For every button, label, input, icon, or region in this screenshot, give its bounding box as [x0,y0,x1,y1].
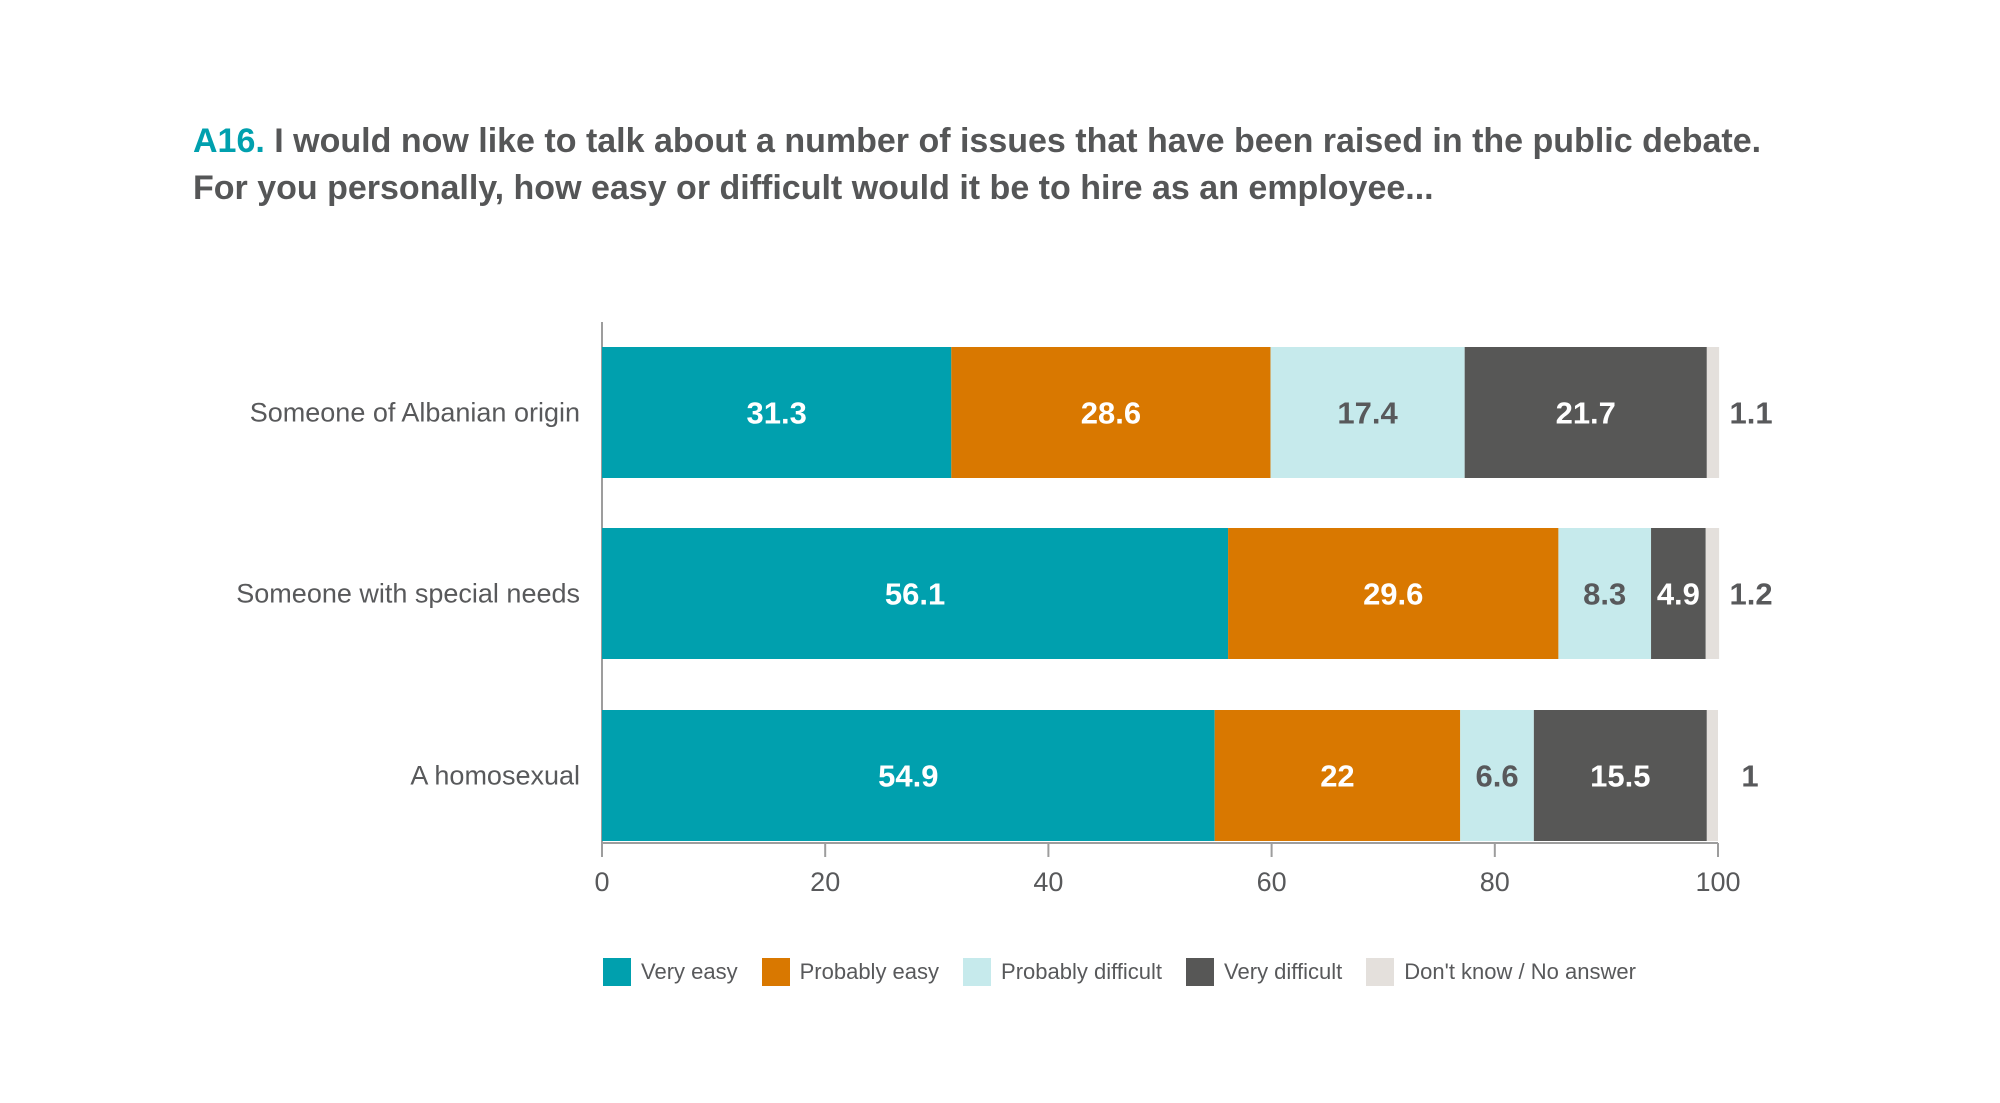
data-label: 1 [1741,759,1758,794]
title-line-2: For you personally, how easy or difficul… [193,169,1434,207]
data-label: 1.1 [1730,396,1773,431]
x-tick-label: 0 [594,867,609,897]
data-label: 21.7 [1556,396,1616,431]
category-label: A homosexual [410,761,580,791]
legend-item-very-easy: Very easy [603,958,738,986]
legend-item-probably-easy: Probably easy [761,958,940,986]
data-label: 17.4 [1337,396,1398,431]
bar-probably-difficult [1460,710,1534,841]
bar-very-easy [602,710,1215,841]
legend-label: Very easy [641,959,738,984]
legend-item-don-t-know-no-answer: Don't know / No answer [1366,958,1636,986]
x-tick-label: 80 [1480,867,1510,897]
bar-don-t-know-no-answer [1706,347,1720,478]
bar-very-difficult [1651,528,1706,659]
category-label: Someone of Albanian origin [250,398,580,428]
data-label: 31.3 [746,396,806,431]
data-label: 6.6 [1475,759,1518,794]
bar-don-t-know-no-answer [1706,710,1718,841]
chart-legend: Very easy Probably easy Probably difficult… [603,955,1660,989]
bar-probably-difficult [1558,528,1652,659]
legend-swatch [761,958,790,986]
legend-item-probably-difficult: Probably difficult [963,958,1162,986]
x-tick-label: 20 [810,867,840,897]
category-label: Someone with special needs [236,579,580,609]
chart-title: A16. I would now like to talk about a nu… [193,118,1893,212]
data-label: 28.6 [1081,396,1141,431]
data-label: 4.9 [1657,577,1700,612]
data-label: 22 [1320,759,1354,794]
title-line-1: A16. I would now like to talk about a nu… [193,118,1893,165]
bar-very-easy [602,528,1229,659]
data-label: 15.5 [1590,759,1650,794]
legend-swatch [963,958,992,986]
legend-label: Probably easy [799,959,940,984]
title-text-1: I would now like to talk about a number … [274,122,1762,160]
bar-very-difficult [1533,710,1707,841]
legend-swatch [1186,958,1215,986]
bar-probably-easy [1228,528,1559,659]
bar-don-t-know-no-answer [1705,528,1720,659]
data-label: 29.6 [1363,577,1423,612]
bar-very-easy [602,347,952,478]
x-tick-label: 100 [1695,867,1740,897]
data-label: 56.1 [885,577,945,612]
legend-label: Don't know / No answer [1404,959,1636,984]
bar-probably-easy [951,347,1271,478]
bar-probably-easy [1214,710,1461,841]
bar-probably-difficult [1270,347,1465,478]
legend-item-very-difficult: Very difficult [1186,958,1342,986]
legend-label: Probably difficult [1001,959,1163,984]
x-tick-label: 60 [1257,867,1287,897]
data-label: 1.2 [1730,577,1773,612]
legend-label: Very difficult [1224,959,1343,984]
legend-swatch [1366,958,1395,986]
data-label: 54.9 [878,759,938,794]
data-label: 8.3 [1583,577,1626,612]
legend-swatch [603,958,631,986]
question-code: A16. [193,122,265,160]
bar-very-difficult [1464,347,1707,478]
x-tick-label: 40 [1033,867,1063,897]
